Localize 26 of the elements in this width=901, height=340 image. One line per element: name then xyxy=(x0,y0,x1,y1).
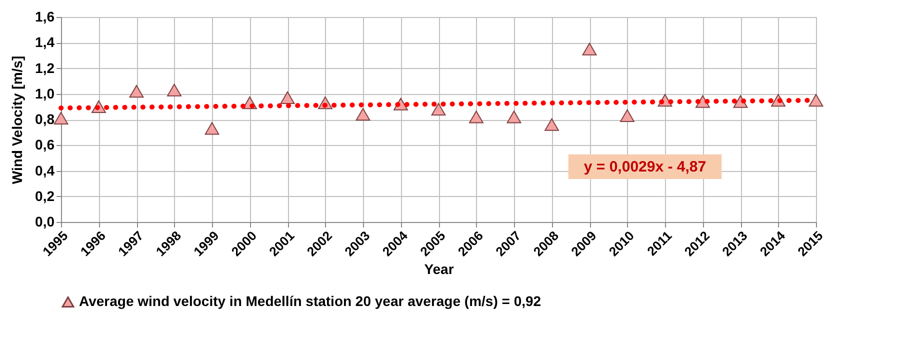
y-tick-label: 1,2 xyxy=(35,60,55,76)
legend-label: Average wind velocity in Medellín station 20 year average (m/s) = 0,92 xyxy=(79,293,542,309)
y-tick-label: 0,8 xyxy=(35,111,55,127)
point xyxy=(582,42,597,56)
point xyxy=(620,109,634,122)
point xyxy=(280,91,295,104)
y-tick-label: 1,6 xyxy=(35,8,55,24)
annotation: y = 0,0029x - 4,87 xyxy=(584,158,706,176)
point xyxy=(469,110,484,124)
point xyxy=(808,94,824,107)
y-tick-label: 0,6 xyxy=(35,136,55,153)
y-tick-label: 0,4 xyxy=(35,162,55,178)
y-tick-label: 0,2 xyxy=(35,188,55,204)
point xyxy=(167,84,182,96)
x-axis-title: Year xyxy=(424,261,454,278)
point xyxy=(54,112,68,125)
point xyxy=(356,108,370,121)
y-tick-label: 1,0 xyxy=(35,85,55,102)
point xyxy=(506,110,522,124)
point xyxy=(544,118,559,131)
y-axis-title: Wind Velocity [m/s] xyxy=(9,56,26,184)
y-tick-label: 1,4 xyxy=(35,34,55,50)
point xyxy=(204,122,220,135)
point xyxy=(431,102,446,116)
y-tick-label: 0,0 xyxy=(35,214,55,230)
point xyxy=(129,85,144,98)
